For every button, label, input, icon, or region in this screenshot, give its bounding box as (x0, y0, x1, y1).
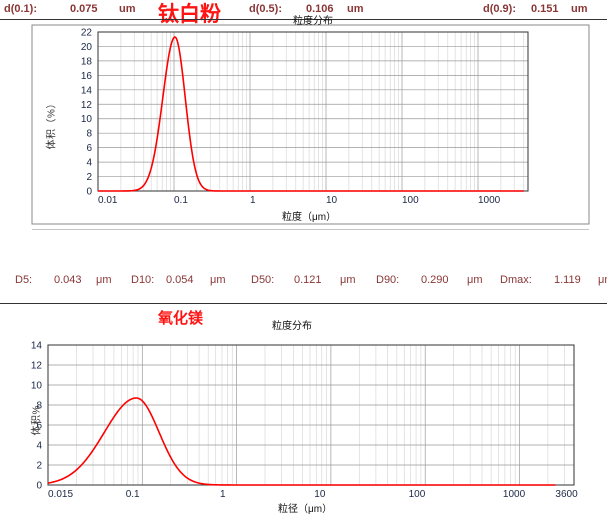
svg-text:6: 6 (36, 421, 42, 432)
svg-text:12: 12 (31, 361, 43, 372)
svg-text:0: 0 (36, 481, 42, 492)
svg-text:0.1: 0.1 (174, 195, 188, 206)
svg-text:16: 16 (81, 71, 93, 82)
svg-text:1000: 1000 (478, 195, 501, 206)
svg-text:14: 14 (81, 85, 93, 96)
svg-text:1: 1 (220, 489, 226, 500)
svg-text:4: 4 (36, 441, 42, 452)
svg-text:0.1: 0.1 (126, 489, 140, 500)
svg-text:22: 22 (81, 28, 93, 39)
svg-text:20: 20 (81, 42, 93, 53)
svg-text:1: 1 (250, 195, 256, 206)
svg-text:8: 8 (36, 401, 42, 412)
svg-text:4: 4 (86, 158, 92, 169)
svg-text:10: 10 (31, 381, 43, 392)
svg-text:0.01: 0.01 (98, 195, 118, 206)
svg-text:18: 18 (81, 56, 93, 67)
svg-text:100: 100 (402, 195, 419, 206)
svg-text:6: 6 (86, 143, 92, 154)
svg-text:10: 10 (314, 489, 326, 500)
svg-text:2: 2 (86, 172, 92, 183)
svg-text:3600: 3600 (555, 489, 578, 500)
svg-text:12: 12 (81, 100, 93, 111)
svg-text:2: 2 (36, 461, 42, 472)
svg-text:10: 10 (326, 195, 338, 206)
svg-text:8: 8 (86, 129, 92, 140)
svg-text:14: 14 (31, 341, 43, 352)
svg-text:10: 10 (81, 114, 93, 125)
svg-text:0: 0 (86, 187, 92, 198)
svg-text:100: 100 (409, 489, 426, 500)
svg-text:1000: 1000 (503, 489, 526, 500)
svg-text:0.015: 0.015 (48, 489, 73, 500)
